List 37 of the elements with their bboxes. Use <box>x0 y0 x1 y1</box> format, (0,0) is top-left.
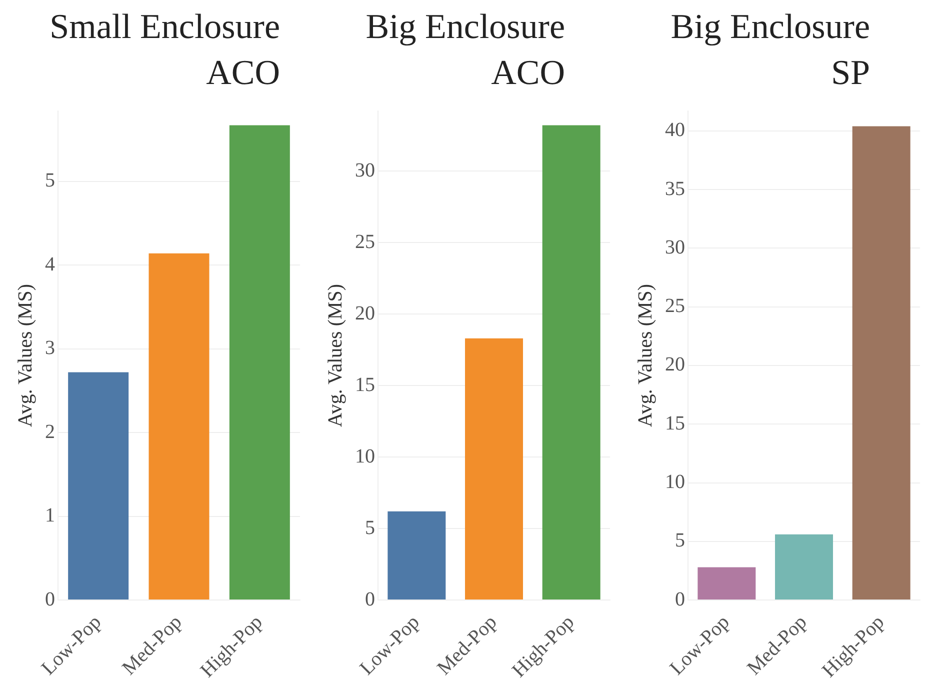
y-tick-label: 35 <box>665 178 685 200</box>
chart-title: Small Enclosure ACO <box>48 6 280 94</box>
y-axis-title: Avg. Values (MS) <box>14 284 36 428</box>
y-tick-label: 1 <box>45 504 55 527</box>
y-tick-label: 5 <box>675 530 685 552</box>
y-tick-label: 20 <box>355 302 375 324</box>
y-tick-label: 0 <box>45 588 55 610</box>
y-tick-label: 5 <box>365 516 375 539</box>
y-tick-label: 25 <box>355 230 375 253</box>
y-tick-label: 15 <box>355 374 375 396</box>
y-axis-title: Avg. Values (MS) <box>324 284 346 428</box>
y-tick-label: 5 <box>45 170 55 192</box>
bar <box>148 253 210 600</box>
y-axis-title: Avg. Values (MS) <box>634 284 656 428</box>
bar <box>68 372 129 600</box>
chart-title: Big Enclosure SP <box>670 6 870 94</box>
y-tick-label: 30 <box>665 236 685 258</box>
y-tick-label: 25 <box>665 295 685 318</box>
bar <box>852 126 910 600</box>
bar <box>542 125 600 600</box>
y-tick-label: 40 <box>665 119 685 142</box>
y-tick-label: 4 <box>45 253 55 276</box>
y-tick-label: 0 <box>675 588 685 610</box>
y-tick-label: 15 <box>665 412 685 434</box>
bar <box>388 511 446 600</box>
bar <box>698 567 756 600</box>
bar <box>775 534 833 600</box>
y-tick-label: 20 <box>665 354 685 376</box>
y-tick-label: 10 <box>665 471 685 494</box>
bar <box>229 125 290 600</box>
y-tick-label: 3 <box>45 337 55 360</box>
chart-title: Big Enclosure ACO <box>364 6 565 94</box>
y-tick-label: 10 <box>355 445 375 468</box>
y-tick-label: 0 <box>365 588 375 610</box>
y-tick-label: 30 <box>355 159 375 182</box>
y-tick-label: 2 <box>45 420 55 443</box>
bar <box>465 338 523 600</box>
